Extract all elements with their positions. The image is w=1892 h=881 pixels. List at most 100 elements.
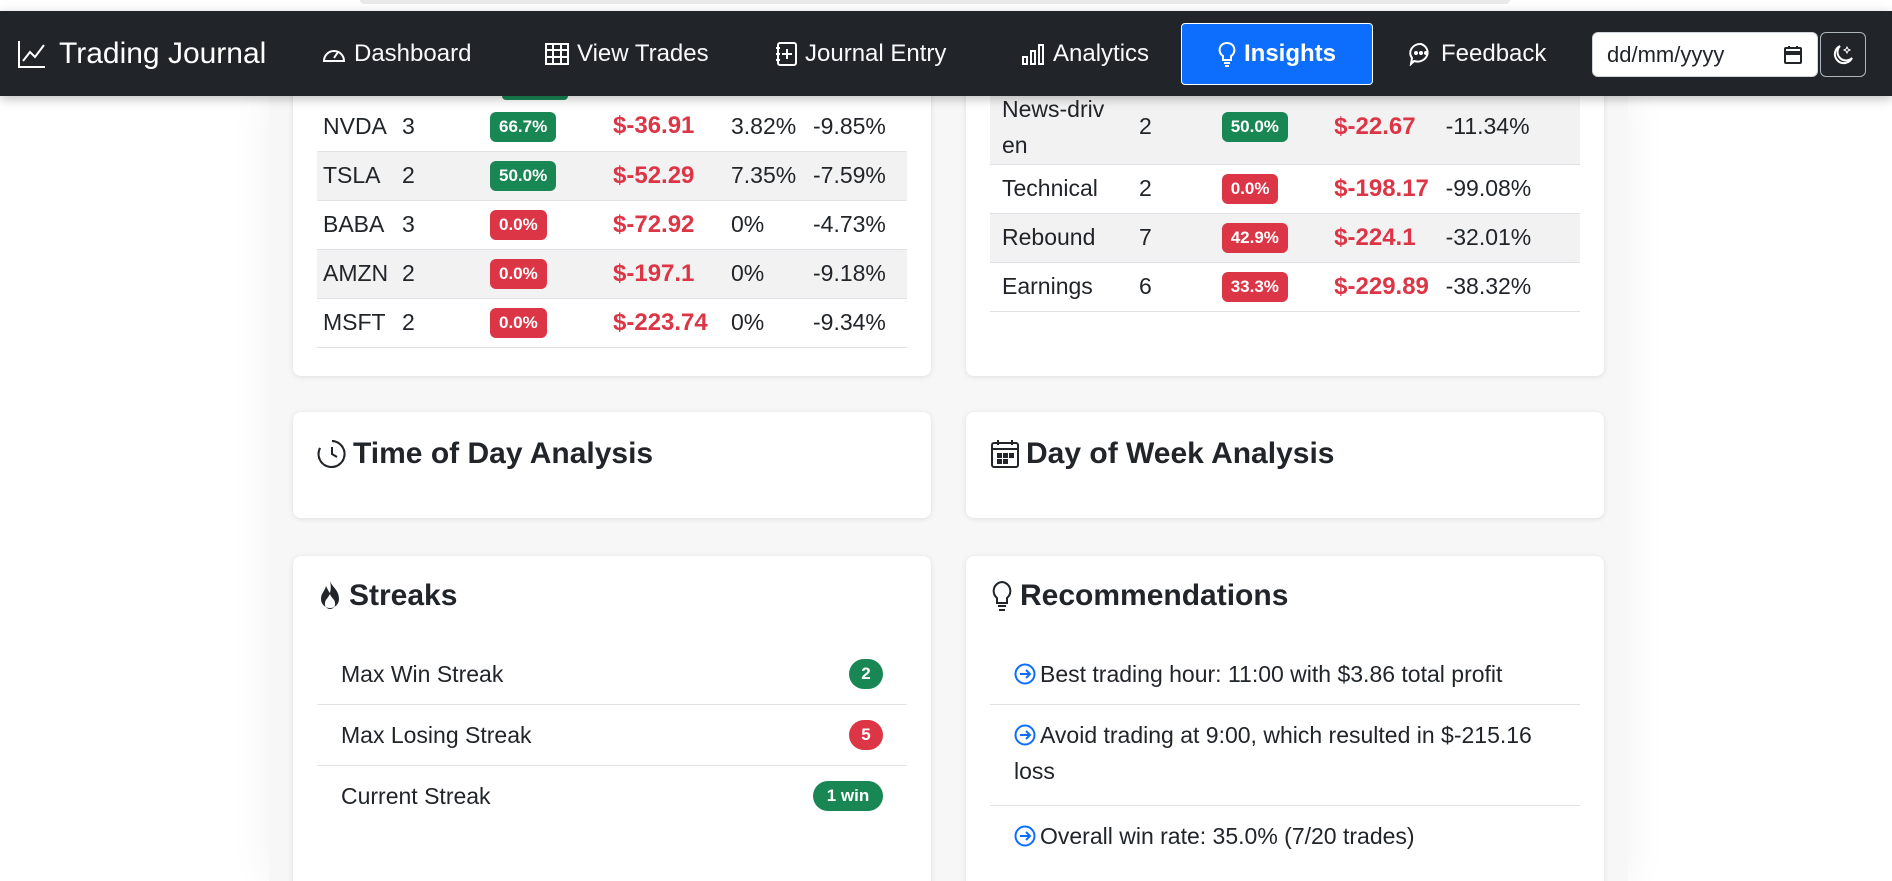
pnl-value: $-198.17	[1334, 174, 1429, 202]
trade-count: 7	[1139, 224, 1152, 250]
streak-label: Current Streak	[341, 783, 491, 809]
speedometer-icon	[322, 50, 346, 62]
chart-line-icon	[18, 40, 45, 68]
pnl-value: $-223.74	[613, 308, 708, 336]
trade-count: 2	[402, 260, 415, 286]
trades-cell: 2	[402, 298, 490, 348]
nav-view-trades[interactable]: View Trades	[531, 23, 723, 85]
worst-return: -9.85%	[813, 112, 886, 139]
symbol-cell: AMZN	[317, 249, 402, 299]
trades-cell: 2	[402, 151, 490, 201]
win-rate-cell: 33.3%	[1221, 262, 1335, 312]
trade-count: 2	[1139, 175, 1152, 201]
pnl-cell: $-224.1	[1334, 213, 1446, 263]
pnl-cell: $-198.17	[1334, 164, 1446, 214]
win-rate-badge: 50.0%	[1221, 112, 1288, 143]
recommendations-card: Recommendations Best trading hour: 11:00…	[966, 556, 1604, 881]
nav-analytics[interactable]: Analytics	[1007, 23, 1163, 85]
symbol: BABA	[323, 211, 385, 237]
win-rate-badge: 0.0%	[1221, 174, 1279, 204]
main-container: NVDA 3 66.7% $-36.91 3.82% -9.85% TSLA 2 50.0% $-…	[269, 76, 1628, 881]
symbol-cell: TSLA	[317, 151, 402, 201]
worst-cell: -7.59%	[813, 151, 907, 201]
best-return: 0%	[731, 211, 765, 237]
strategy-cell: Earnings	[990, 262, 1139, 312]
nav-insights[interactable]: Insights	[1181, 23, 1373, 85]
recommendations-title-text: Recommendations	[1020, 579, 1289, 612]
win-rate-cell: 50.0%	[1221, 90, 1335, 165]
scroll-indicator	[360, 0, 1510, 4]
nav-journal-entry[interactable]: Journal Entry	[761, 23, 960, 85]
strategy-name: Earnings	[1002, 273, 1093, 299]
table-row: Technical 2 0.0% $-198.17 -99.08%	[990, 164, 1580, 214]
theme-toggle-button[interactable]	[1820, 32, 1866, 77]
recommendation-text: Best trading hour: 11:00 with $3.86 tota…	[1040, 661, 1503, 687]
pnl-cell: $-72.92	[613, 200, 731, 250]
recommendation-item: Overall win rate: 35.0% (7/20 trades)	[990, 806, 1580, 867]
worst-return: -4.73%	[813, 211, 886, 237]
pnl-cell: $-22.67	[1334, 90, 1446, 165]
pnl-cell: $-197.1	[613, 249, 731, 299]
recommendation-item: Avoid trading at 9:00, which resulted in…	[990, 705, 1580, 806]
win-rate-cell: 0.0%	[1221, 164, 1335, 214]
brand[interactable]: Trading Journal	[17, 11, 266, 96]
strategy-cell: Technical	[990, 164, 1139, 214]
trade-count: 2	[1139, 113, 1152, 140]
nav-journal-entry-label: Journal Entry	[805, 40, 947, 67]
pnl-value: $-36.91	[613, 112, 695, 140]
win-rate-badge: 42.9%	[1221, 223, 1288, 253]
table-row: TSLA 2 50.0% $-52.29 7.35% -7.59%	[317, 151, 907, 201]
nav-dashboard[interactable]: Dashboard	[308, 23, 485, 85]
arrow-right-circle-icon	[1014, 825, 1036, 847]
trade-count: 2	[402, 162, 415, 188]
trades-cell: 7	[1139, 213, 1222, 263]
streaks-title-text: Streaks	[349, 579, 458, 612]
pnl-cell: $-36.91	[613, 102, 731, 152]
date-placeholder: dd/mm/yyyy	[1607, 41, 1725, 67]
pnl-value: $-52.29	[613, 161, 695, 189]
nav-view-trades-label: View Trades	[577, 40, 709, 67]
arrow-right-circle-icon	[1014, 663, 1036, 685]
recommendation-text: Overall win rate: 35.0% (7/20 trades)	[1040, 823, 1415, 849]
worst-cell: -9.18%	[813, 249, 907, 299]
win-rate-cell: 0.0%	[490, 298, 613, 348]
nav-analytics-label: Analytics	[1053, 40, 1150, 67]
pnl-value: $-224.1	[1334, 223, 1416, 251]
top-strip	[0, 0, 1892, 11]
table-row: Rebound 7 42.9% $-224.1 -32.01%	[990, 213, 1580, 263]
symbol: TSLA	[323, 162, 381, 188]
calendar-icon[interactable]	[1783, 45, 1803, 65]
trades-cell: 3	[402, 102, 490, 152]
trades-cell: 3	[402, 200, 490, 250]
trades-cell: 2	[402, 249, 490, 299]
worst-return: -9.18%	[813, 260, 886, 286]
best-return: 3.82%	[731, 112, 797, 139]
streak-label: Max Losing Streak	[341, 721, 532, 748]
time-of-day-title: Time of Day Analysis	[317, 437, 653, 471]
symbol: AMZN	[323, 260, 389, 286]
trade-count: 2	[402, 309, 415, 335]
win-rate-badge: 50.0%	[490, 161, 557, 191]
pnl-cell: $-223.74	[613, 298, 731, 348]
worst-cell: -9.34%	[813, 298, 907, 348]
win-rate-cell: 42.9%	[1221, 213, 1335, 263]
avg-return: -32.01%	[1445, 224, 1532, 250]
worst-cell: -4.73%	[813, 200, 907, 250]
recommendation-text: Avoid trading at 9:00, which resulted in…	[1014, 722, 1532, 784]
table-icon	[545, 43, 569, 65]
list-item: Max Win Streak 2	[317, 644, 907, 705]
date-input[interactable]: dd/mm/yyyy	[1592, 32, 1818, 77]
trades-cell: 6	[1139, 262, 1222, 312]
calendar-week-icon	[991, 440, 1019, 468]
recommendation-item: Best trading hour: 11:00 with $3.86 tota…	[990, 644, 1580, 705]
streak-badge: 5	[849, 720, 883, 750]
journal-plus-icon	[776, 42, 797, 66]
nav-feedback[interactable]: Feedback	[1395, 23, 1560, 85]
day-of-week-title-text: Day of Week Analysis	[1026, 437, 1335, 470]
pnl-value: $-229.89	[1334, 272, 1429, 300]
streaks-title: Streaks	[317, 579, 457, 613]
best-cell: 0%	[731, 298, 813, 348]
avg-return-cell: -11.34%	[1445, 90, 1580, 165]
nav-insights-label: Insights	[1243, 40, 1336, 67]
best-return: 7.35%	[731, 162, 797, 188]
